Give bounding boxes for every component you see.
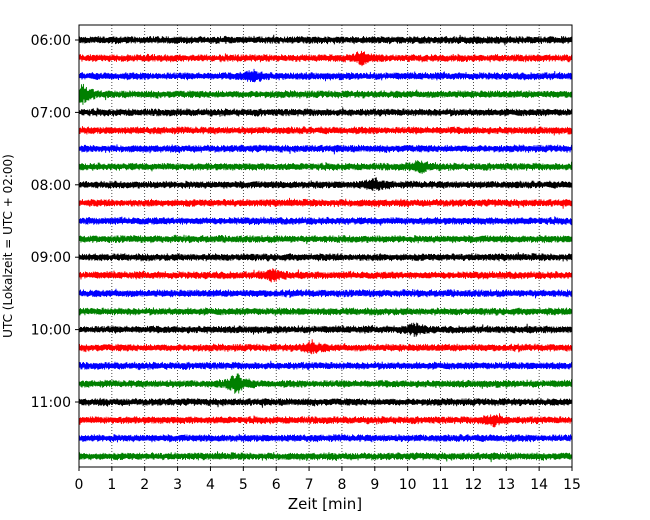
trace-13 [78,268,573,283]
x-tick-label-2: 2 [140,477,149,493]
x-tick-label-6: 6 [272,477,281,493]
x-tick-label-15: 15 [563,477,581,493]
y-axis-title: UTC (Lokalzeit = UTC + 02:00) [1,154,15,338]
trace-0 [78,34,573,46]
x-tick-label-0: 0 [75,477,84,493]
trace-22 [78,433,573,443]
trace-12 [78,252,573,262]
seismogram-traces [78,34,573,463]
x-tick-label-7: 7 [305,477,314,493]
trace-19 [78,373,573,394]
trace-21 [78,413,573,428]
plot-frame [78,24,573,468]
x-tick-label-5: 5 [239,477,248,493]
y-tick-label-5: 11:00 [31,395,71,411]
y-tick-label-4: 10:00 [31,323,71,339]
x-tick-label-8: 8 [337,477,346,493]
trace-3 [78,83,573,105]
x-tick-label-13: 13 [497,477,515,493]
y-tick-label-0: 06:00 [31,33,71,49]
trace-18 [78,360,573,371]
trace-8 [78,177,573,192]
trace-5 [78,126,573,136]
x-tick-label-1: 1 [107,477,116,493]
x-tick-label-9: 9 [370,477,379,493]
trace-6 [78,144,573,155]
trace-2 [78,68,573,83]
trace-1 [78,50,573,67]
trace-10 [78,216,573,226]
trace-17 [78,339,573,355]
x-tick-label-14: 14 [530,477,548,493]
trace-23 [78,451,573,463]
x-tick-label-4: 4 [206,477,215,493]
trace-16 [78,322,573,337]
trace-20 [78,397,573,408]
y-axis-ticks: 06:00 07:00 08:00 09:00 10:00 11:00 [31,33,79,411]
trace-4 [78,107,573,117]
x-tick-label-11: 11 [432,477,450,493]
y-tick-label-2: 08:00 [31,178,71,194]
x-tick-label-3: 3 [173,477,182,493]
trace-15 [78,307,573,316]
x-tick-label-10: 10 [399,477,417,493]
trace-9 [78,197,573,209]
y-tick-label-3: 09:00 [31,250,71,266]
y-tick-label-1: 07:00 [31,105,71,121]
x-axis-ticks: 0 1 2 3 4 5 6 7 8 9 10 11 12 13 14 15 [75,467,581,493]
trace-7 [78,160,573,174]
x-axis-title: Zeit [min] [288,495,362,513]
trace-14 [78,288,573,299]
x-tick-label-12: 12 [464,477,482,493]
trace-11 [78,234,573,245]
